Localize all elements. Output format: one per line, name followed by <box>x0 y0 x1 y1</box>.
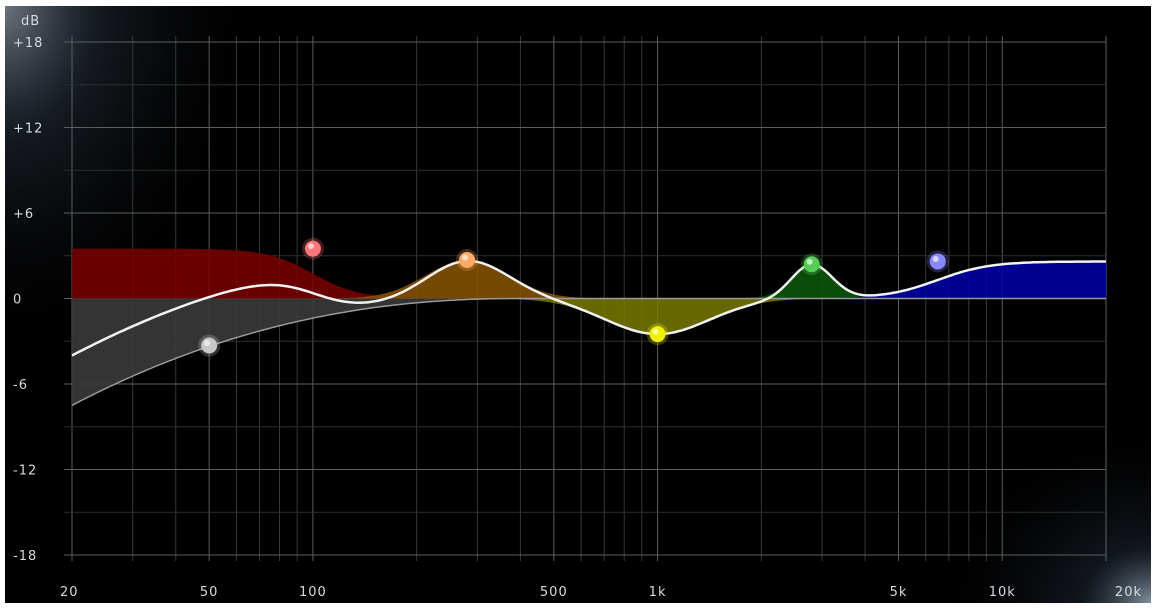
band-node-highlight <box>462 254 469 261</box>
freq-label-20: 20 <box>60 585 79 600</box>
db-label-minus-18: -18 <box>13 549 37 564</box>
band-node-handle[interactable] <box>459 252 476 269</box>
db-label-0: 0 <box>13 293 22 308</box>
band-node-bell-1[interactable] <box>456 249 479 272</box>
freq-label-100: 100 <box>299 585 327 600</box>
band-node-bell-2[interactable] <box>646 323 669 346</box>
freq-label-20k: 20k <box>1115 585 1142 600</box>
band-node-high-shelf[interactable] <box>926 250 949 273</box>
eq-response-curve <box>71 259 1106 357</box>
freq-label-500: 500 <box>540 585 568 600</box>
band-area-bell-2 <box>72 298 1106 335</box>
band-node-highlight <box>307 243 314 250</box>
band-area-low-shelf <box>72 248 1106 299</box>
band-node-highlight <box>204 340 211 347</box>
db-label-minus-12: -12 <box>13 464 37 479</box>
db-label-plus-6: +6 <box>13 207 34 222</box>
db-unit-label: dB <box>21 14 40 29</box>
band-node-highlight <box>932 255 939 262</box>
band-node-handle[interactable] <box>649 326 666 343</box>
freq-label-10k: 10k <box>989 585 1016 600</box>
freq-label-5k: 5k <box>890 585 908 600</box>
band-node-highlight <box>652 328 659 335</box>
band-node-bell-3[interactable] <box>800 253 823 276</box>
freq-label-1k: 1k <box>649 585 667 600</box>
band-node-highlight <box>806 258 813 265</box>
highpass-curve <box>71 297 1106 407</box>
freq-label-50: 50 <box>200 585 219 600</box>
corner-glow-bottom-right <box>925 416 1151 603</box>
eq-graph[interactable]: dB +18 +12 +6 0 -6 -12 -18 20 50 100 500… <box>5 6 1151 603</box>
band-node-hp[interactable] <box>198 334 221 357</box>
eq-display[interactable]: dB +18 +12 +6 0 -6 -12 -18 20 50 100 500… <box>5 6 1151 603</box>
band-node-handle[interactable] <box>201 337 218 354</box>
db-label-minus-6: -6 <box>13 378 28 393</box>
db-label-plus-18: +18 <box>13 36 43 51</box>
band-node-handle[interactable] <box>803 256 820 273</box>
db-label-plus-12: +12 <box>13 122 43 137</box>
band-node-low-shelf[interactable] <box>301 237 324 260</box>
band-nodes[interactable] <box>198 237 949 357</box>
band-node-handle[interactable] <box>929 253 946 270</box>
band-node-handle[interactable] <box>304 240 321 257</box>
